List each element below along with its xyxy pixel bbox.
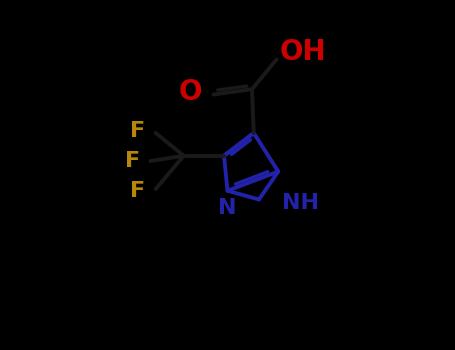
Text: F: F <box>130 121 145 141</box>
Text: N: N <box>218 197 237 218</box>
Text: OH: OH <box>280 38 327 66</box>
Text: NH: NH <box>282 193 319 213</box>
Text: F: F <box>125 151 140 171</box>
Text: F: F <box>130 181 145 201</box>
Text: O: O <box>179 78 202 106</box>
